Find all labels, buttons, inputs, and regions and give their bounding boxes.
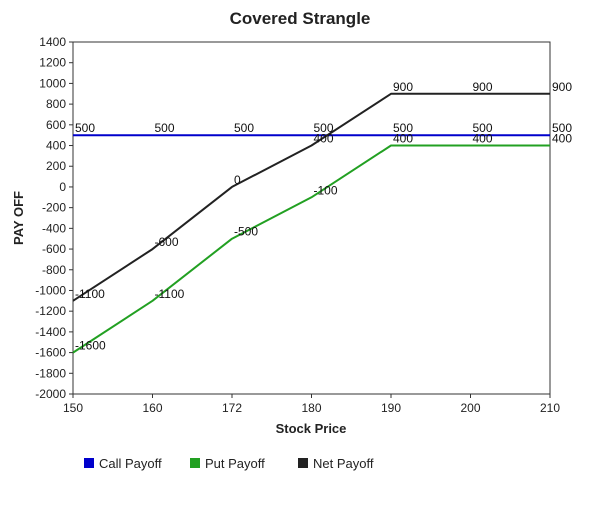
y-tick-label: 0 bbox=[59, 180, 66, 194]
y-tick-label: -1000 bbox=[35, 283, 66, 297]
y-tick-label: 800 bbox=[46, 97, 66, 111]
y-tick-label: -400 bbox=[42, 221, 66, 235]
call-payoff-data-label: 500 bbox=[234, 121, 254, 135]
call-payoff-data-label: 500 bbox=[314, 121, 334, 135]
call-payoff-data-label: 500 bbox=[75, 121, 95, 135]
y-tick-label: 1200 bbox=[39, 56, 66, 70]
chart-title: Covered Strangle bbox=[230, 9, 371, 28]
y-tick-label: 400 bbox=[46, 139, 66, 153]
x-axis-ticks: 150 160 172 180 190 200 210 bbox=[63, 394, 560, 415]
x-tick-label: 172 bbox=[222, 401, 242, 415]
x-tick-label: 160 bbox=[142, 401, 162, 415]
y-tick-label: -1600 bbox=[35, 346, 66, 360]
net-payoff-data-label: 900 bbox=[393, 80, 413, 94]
x-tick-label: 210 bbox=[540, 401, 560, 415]
y-axis-title: PAY OFF bbox=[11, 191, 26, 245]
x-axis-title: Stock Price bbox=[276, 421, 347, 436]
net-payoff-data-label: -1100 bbox=[75, 287, 105, 301]
put-payoff-data-label: -1100 bbox=[155, 287, 185, 301]
x-tick-label: 180 bbox=[301, 401, 321, 415]
plot-area bbox=[72, 41, 551, 395]
put-payoff-data-label: -500 bbox=[234, 225, 258, 239]
y-axis-ticks: 1400 1200 1000 800 600 400 200 0 -200 -400 -600 -80… bbox=[35, 35, 73, 401]
call-payoff-data-label: 500 bbox=[393, 121, 413, 135]
net-payoff-data-label: 900 bbox=[473, 80, 493, 94]
net-payoff-data-label: 900 bbox=[552, 80, 572, 94]
put-payoff-data-label: 400 bbox=[552, 132, 572, 146]
y-tick-label: 600 bbox=[46, 118, 66, 132]
call-payoff-data-label: 500 bbox=[552, 121, 572, 135]
y-tick-label: -1800 bbox=[35, 366, 66, 380]
net-payoff-data-label: 0 bbox=[234, 173, 241, 187]
net-payoff-data-label: 400 bbox=[314, 132, 334, 146]
y-tick-label: 200 bbox=[46, 159, 66, 173]
x-tick-label: 190 bbox=[381, 401, 401, 415]
net-payoff-legend-swatch bbox=[298, 458, 308, 468]
put-payoff-data-label: 400 bbox=[393, 132, 413, 146]
call-payoff-legend-swatch bbox=[84, 458, 94, 468]
y-tick-label: -2000 bbox=[35, 387, 66, 401]
legend: Call Payoff Put Payoff Net Payoff bbox=[84, 456, 374, 471]
put-payoff-line bbox=[72, 144, 550, 354]
y-tick-label: -1400 bbox=[35, 325, 66, 339]
data-labels: 500 500 500 500 500 500 500 -1600 -1100 -500 -100 4… bbox=[75, 80, 572, 353]
call-payoff-data-label: 500 bbox=[473, 121, 493, 135]
y-tick-label: -600 bbox=[42, 242, 66, 256]
put-payoff-legend-label: Put Payoff bbox=[205, 456, 265, 471]
put-payoff-legend-swatch bbox=[190, 458, 200, 468]
net-payoff-data-label: -600 bbox=[155, 235, 179, 249]
put-payoff-data-label: -1600 bbox=[75, 339, 106, 353]
call-payoff-data-label: 500 bbox=[155, 121, 175, 135]
call-payoff-legend-label: Call Payoff bbox=[99, 456, 162, 471]
y-tick-label: -800 bbox=[42, 263, 66, 277]
y-tick-label: -1200 bbox=[35, 304, 66, 318]
put-payoff-data-label: 400 bbox=[473, 132, 493, 146]
y-tick-label: -200 bbox=[42, 201, 66, 215]
y-tick-label: 1400 bbox=[39, 35, 66, 49]
net-payoff-legend-label: Net Payoff bbox=[313, 456, 374, 471]
series-lines bbox=[72, 92, 550, 354]
y-tick-label: 1000 bbox=[39, 76, 66, 90]
put-payoff-data-label: -100 bbox=[314, 183, 338, 197]
x-tick-label: 150 bbox=[63, 401, 83, 415]
x-tick-label: 200 bbox=[460, 401, 480, 415]
net-payoff-line bbox=[72, 92, 550, 302]
